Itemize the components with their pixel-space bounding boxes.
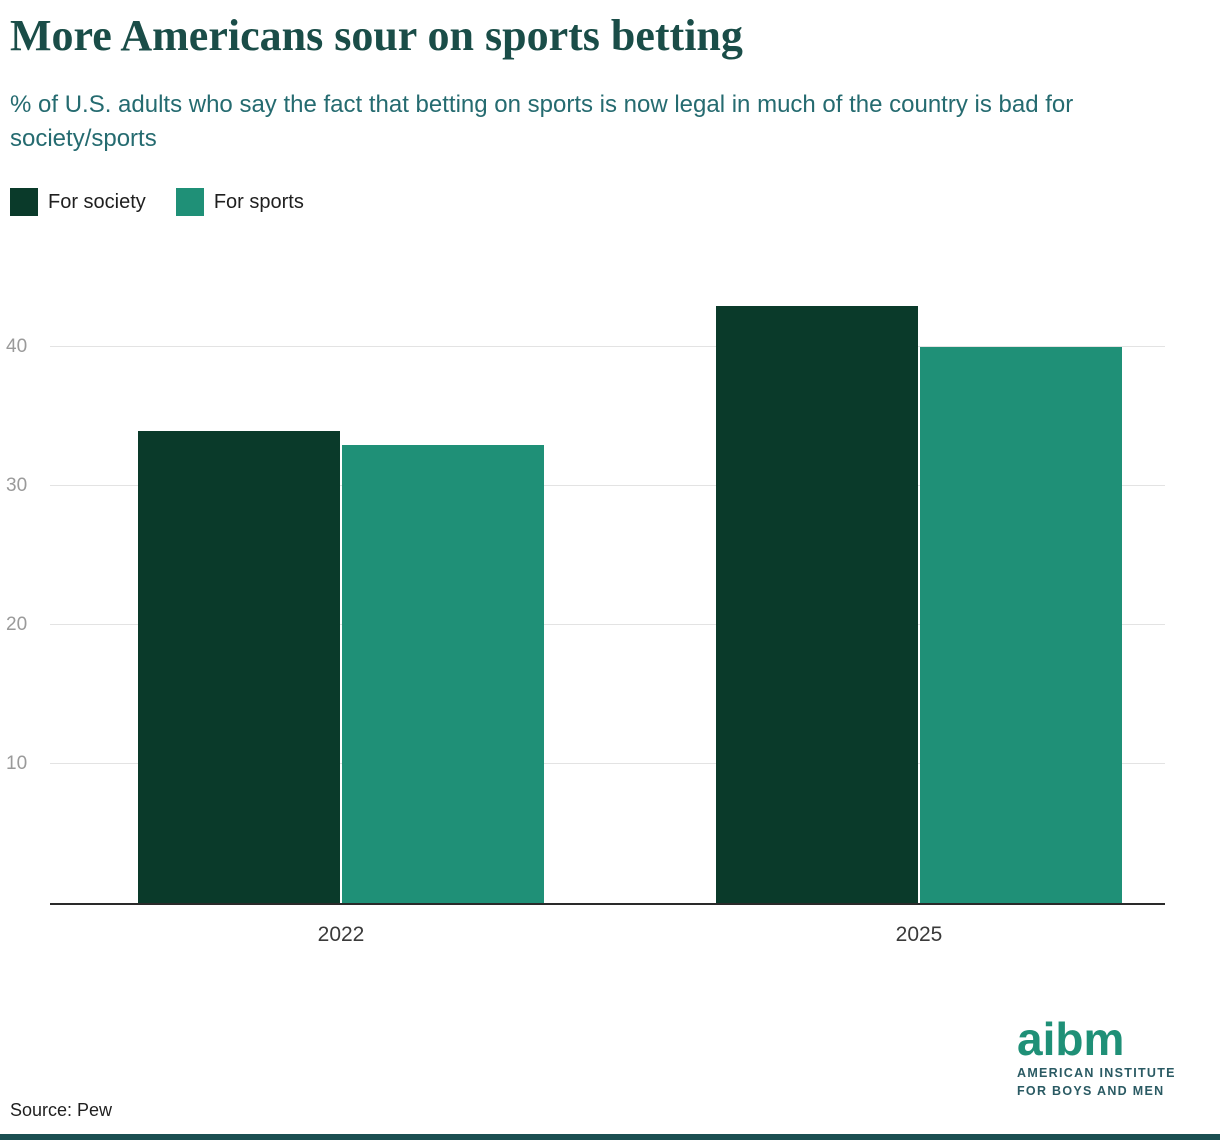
y-axis-tick-label: 10 <box>6 753 28 775</box>
legend-label: For sports <box>213 190 304 213</box>
bar <box>138 430 340 903</box>
legend-label: For society <box>48 190 146 213</box>
bottom-accent-bar <box>0 1134 1220 1140</box>
bar <box>920 347 1122 903</box>
bar-group-2022 <box>138 430 544 903</box>
bar-group-2025 <box>716 305 1122 903</box>
x-axis-tick-label: 2025 <box>895 923 943 946</box>
legend-swatch <box>10 188 38 216</box>
gridline <box>50 485 1165 487</box>
logo-line-2: FOR BOYS AND MEN <box>1017 1084 1165 1098</box>
chart-title: More Americans sour on sports betting <box>10 11 743 60</box>
y-axis-tick-label: 20 <box>6 614 28 636</box>
gridline <box>50 624 1165 626</box>
legend-swatch <box>175 188 204 216</box>
source-note: Source: Pew <box>10 1100 113 1120</box>
bar <box>716 305 918 903</box>
y-axis-tick-label: 30 <box>6 475 28 497</box>
gridline <box>50 346 1165 348</box>
chart-subtitle: % of U.S. adults who say the fact that b… <box>10 91 1074 152</box>
bar <box>342 444 544 903</box>
y-axis-tick-label: 40 <box>6 336 28 358</box>
plot-area: 10 20 30 40 2022 2025 <box>6 280 1165 946</box>
x-axis-tick-label: 2022 <box>317 923 365 946</box>
legend: For society For sports <box>10 188 304 216</box>
legend-item: For society <box>10 188 146 216</box>
aibm-logo: aibm AMERICAN INSTITUTE FOR BOYS AND MEN <box>1017 1016 1176 1098</box>
legend-item: For sports <box>175 188 304 216</box>
logo-line-1: AMERICAN INSTITUTE <box>1017 1066 1176 1080</box>
gridline <box>50 763 1165 765</box>
logo-wordmark: aibm <box>1017 1013 1125 1065</box>
